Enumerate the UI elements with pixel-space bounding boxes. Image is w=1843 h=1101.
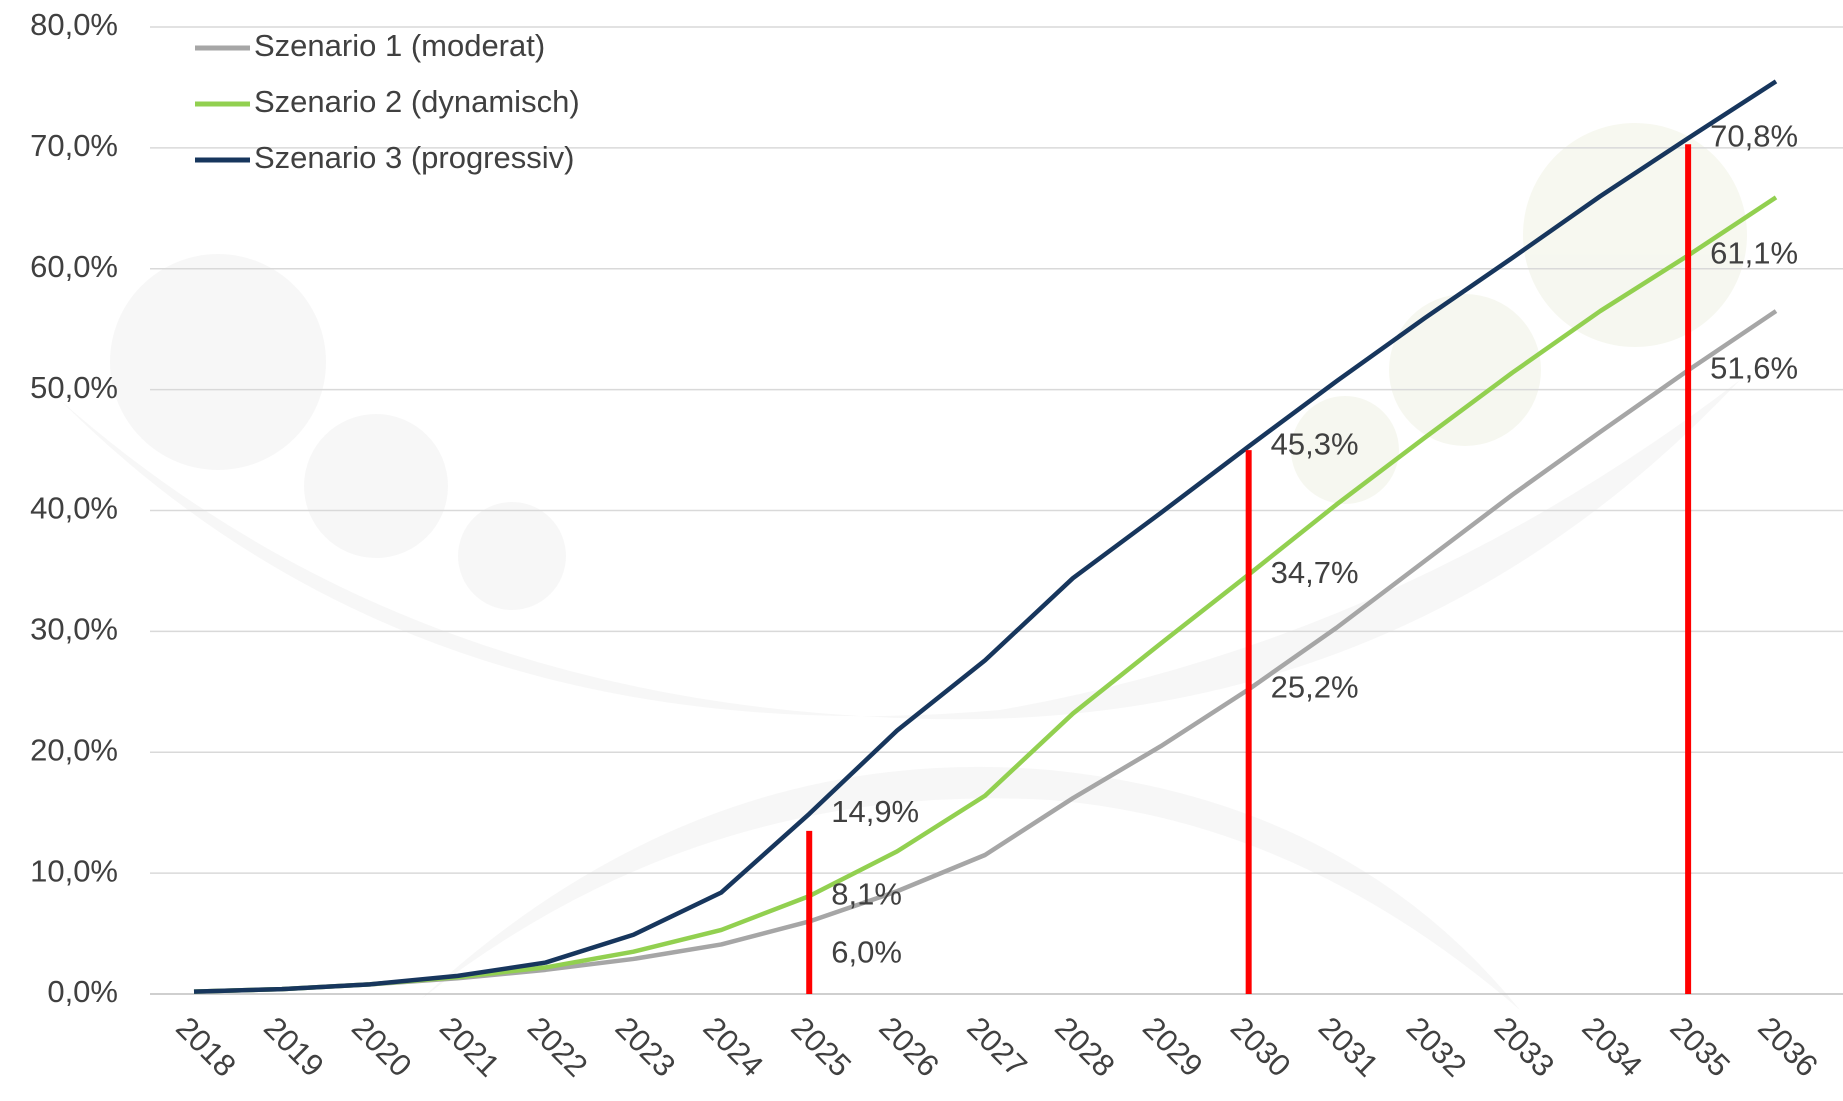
y-tick-label: 60,0%: [30, 249, 118, 284]
x-tick-label: 2018: [169, 1010, 243, 1084]
y-tick-label: 70,0%: [30, 128, 118, 163]
y-tick-label: 0,0%: [47, 974, 118, 1009]
y-tick-label: 30,0%: [30, 612, 118, 647]
legend-label: Szenario 2 (dynamisch): [254, 84, 580, 119]
x-tick-label: 2019: [257, 1010, 331, 1084]
data-label: 61,1%: [1710, 236, 1798, 271]
data-label: 8,1%: [831, 876, 902, 911]
x-tick-label: 2024: [697, 1010, 771, 1084]
data-label: 6,0%: [831, 934, 902, 969]
data-label: 14,9%: [831, 794, 919, 829]
data-label: 25,2%: [1271, 670, 1359, 705]
x-tick-label: 2021: [433, 1010, 507, 1084]
x-tick-label: 2031: [1312, 1010, 1386, 1084]
x-tick-label: 2026: [872, 1010, 946, 1084]
y-tick-label: 10,0%: [30, 853, 118, 888]
x-tick-label: 2022: [521, 1010, 595, 1084]
x-tick-label: 2029: [1136, 1010, 1210, 1084]
y-tick-label: 20,0%: [30, 732, 118, 767]
series-line: [193, 79, 1778, 994]
legend-label: Szenario 3 (progressiv): [254, 140, 574, 175]
x-tick-label: 2023: [609, 1010, 683, 1084]
x-tick-label: 2025: [784, 1010, 858, 1084]
x-tick-label: 2030: [1224, 1010, 1298, 1084]
x-tick-label: 2035: [1663, 1010, 1737, 1084]
x-tick-label: 2020: [345, 1010, 419, 1084]
data-label: 34,7%: [1271, 555, 1359, 590]
data-label: 45,3%: [1271, 427, 1359, 462]
x-tick-label: 2027: [960, 1010, 1034, 1084]
y-tick-label: 40,0%: [30, 491, 118, 526]
x-tick-label: 2032: [1400, 1010, 1474, 1084]
data-label: 70,8%: [1710, 118, 1798, 153]
y-tick-label: 80,0%: [30, 7, 118, 42]
x-tick-label: 2028: [1048, 1010, 1122, 1084]
data-label: 51,6%: [1710, 350, 1798, 385]
series-line: [193, 309, 1778, 994]
background-decoration: [60, 123, 1747, 1010]
x-tick-label: 2036: [1751, 1010, 1825, 1084]
legend-label: Szenario 1 (moderat): [254, 28, 545, 63]
x-tick-label: 2033: [1488, 1010, 1562, 1084]
y-tick-label: 50,0%: [30, 370, 118, 405]
x-tick-label: 2034: [1575, 1010, 1649, 1084]
